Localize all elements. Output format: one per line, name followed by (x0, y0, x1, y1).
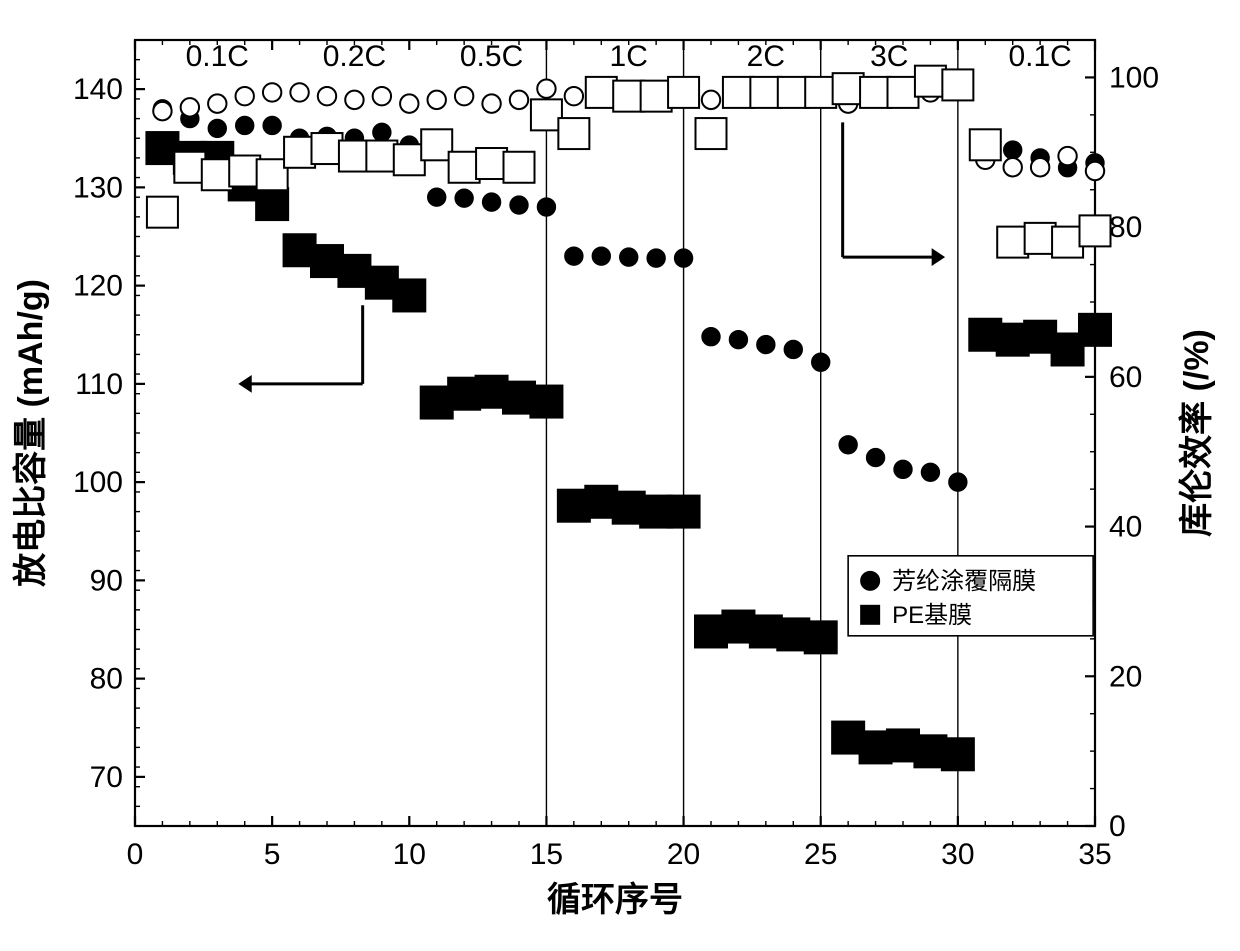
y-left-tick-label: 70 (90, 761, 123, 794)
x-tick-label: 10 (393, 838, 426, 871)
rate-label: 1C (610, 40, 648, 73)
x-tick-label: 0 (127, 838, 144, 871)
y-left-tick-label: 130 (73, 171, 123, 204)
rate-label: 2C (747, 40, 785, 73)
y-right-axis-label: 库伦效率 (/%) (1178, 329, 1216, 537)
y-left-axis-label: 放电比容量 (mAh/g) (12, 279, 50, 587)
y-left-tick-label: 110 (75, 368, 123, 401)
y-right-tick-label: 0 (1109, 810, 1126, 843)
x-tick-label: 15 (530, 838, 563, 871)
x-axis-label: 循环序号 (547, 881, 683, 919)
rate-label: 3C (870, 40, 908, 73)
x-tick-label: 25 (804, 838, 837, 871)
scatter-chart: 0 5 10 15 20 25 30 35 70 80 90 100 110 120 130 140 0 20 40… (0, 0, 1240, 951)
y-left-tick-label: 100 (73, 466, 123, 499)
legend-label: 芳纶涂覆隔膜 (892, 568, 1036, 595)
y-right-tick-label: 100 (1109, 61, 1159, 94)
chart-container: 0 5 10 15 20 25 30 35 70 80 90 100 110 120 130 140 0 20 40… (0, 0, 1240, 951)
y-right-tick-label: 40 (1109, 511, 1142, 544)
y-right-tick-label: 80 (1109, 211, 1142, 244)
rate-label: 0.2C (323, 40, 386, 73)
x-tick-label: 20 (667, 838, 700, 871)
y-left-tick-label: 80 (90, 663, 123, 696)
x-tick-label: 30 (941, 838, 974, 871)
rate-label: 0.5C (460, 40, 523, 73)
y-left-tick-label: 140 (73, 73, 123, 106)
x-tick-label: 5 (264, 838, 281, 871)
y-right-tick-label: 60 (1109, 361, 1142, 394)
legend-label: PE基膜 (892, 602, 972, 629)
y-left-tick-label: 90 (90, 564, 123, 597)
y-left-tick-label: 120 (73, 270, 123, 303)
rate-label: 0.1C (1008, 40, 1071, 73)
rate-label: 0.1C (186, 40, 249, 73)
y-right-tick-label: 20 (1109, 660, 1142, 693)
x-tick-label: 35 (1078, 838, 1111, 871)
